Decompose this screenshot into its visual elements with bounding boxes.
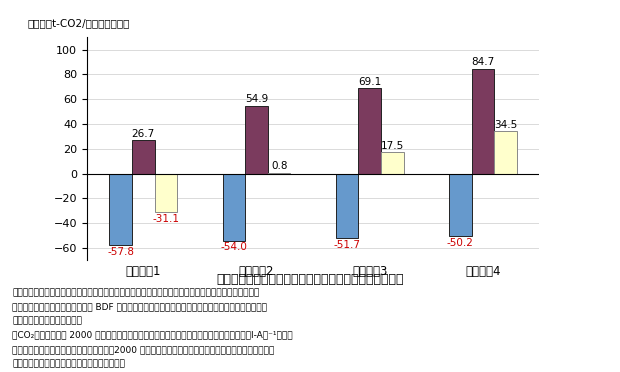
Bar <box>110 174 132 245</box>
Bar <box>132 141 155 174</box>
Text: 図２　循環システム稼働による二酸化炎素排出量の削減: 図２ 循環システム稼働による二酸化炎素排出量の削減 <box>216 273 404 286</box>
Text: -31.1: -31.1 <box>153 214 180 224</box>
Text: -57.8: -57.8 <box>107 247 135 257</box>
Text: 54.9: 54.9 <box>245 94 268 104</box>
Text: 17.5: 17.5 <box>381 141 404 151</box>
Text: 69.1: 69.1 <box>358 77 381 87</box>
Bar <box>155 174 177 212</box>
Text: ースに投入量を最終需要とみなしている　2000 年生産者価格表（小分類）を商業マージン率と運輸マー: ースに投入量を最終需要とみなしている 2000 年生産者価格表（小分類）を商業マ… <box>12 345 275 354</box>
Text: 84.7: 84.7 <box>471 57 495 67</box>
Bar <box>358 88 381 174</box>
Text: 26.7: 26.7 <box>131 129 155 139</box>
Text: 減による負荷減に相当する。: 減による負荷減に相当する。 <box>12 317 82 326</box>
Bar <box>471 68 494 174</box>
Text: り新たに必要となるナタネ生産や BDF 変換から生じる負荷増に相当し、紫色は食用油や軽油の利用削: り新たに必要となるナタネ生産や BDF 変換から生じる負荷増に相当し、紫色は食用… <box>12 302 267 311</box>
Bar <box>268 173 290 174</box>
Text: ジン率を用いて購入者価格表に変換している。: ジン率を用いて購入者価格表に変換している。 <box>12 359 125 368</box>
Bar <box>223 174 245 241</box>
Text: 注）図では数値がプラスで大きいほど、排出削減量が大きいことを意味する。青色はシステム導入によ: 注）図では数値がプラスで大きいほど、排出削減量が大きいことを意味する。青色はシス… <box>12 288 260 297</box>
Bar <box>245 106 268 174</box>
Bar <box>449 174 471 236</box>
Text: 削減量（t-CO2/循環システム）: 削減量（t-CO2/循環システム） <box>28 18 130 28</box>
Text: 0.8: 0.8 <box>271 161 288 171</box>
Text: -51.7: -51.7 <box>334 240 361 250</box>
Bar <box>381 152 404 174</box>
Bar <box>336 174 358 238</box>
Text: 34.5: 34.5 <box>494 119 517 129</box>
Text: -54.0: -54.0 <box>221 243 247 253</box>
Bar <box>494 131 517 174</box>
Text: -50.2: -50.2 <box>447 238 474 248</box>
Text: CO₂排出原単位は 2000 年産業連関表と国立環境研究所から得た。分析にあたっては、（I-A）⁻¹表をベ: CO₂排出原単位は 2000 年産業連関表と国立環境研究所から得た。分析にあたっ… <box>12 331 293 340</box>
